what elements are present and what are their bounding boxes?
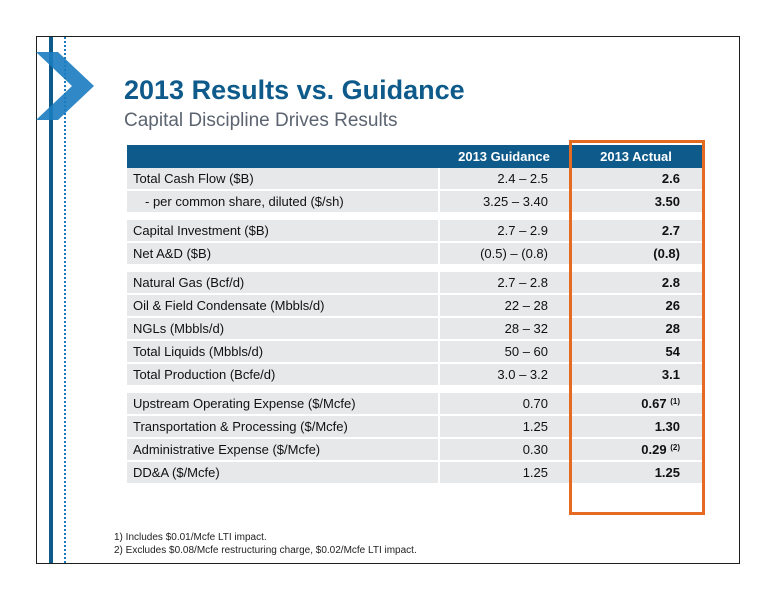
dotted-accent-line xyxy=(64,37,66,563)
actual-cell: 1.30 xyxy=(570,416,702,439)
guidance-value: 2.4 – 2.5 xyxy=(438,168,570,191)
left-accent-bar xyxy=(49,37,53,563)
guidance-value: 1.25 xyxy=(438,416,570,439)
actual-value: 0.67 xyxy=(641,396,667,411)
guidance-value: (0.5) – (0.8) xyxy=(438,243,570,266)
actual-cell: 2.8 xyxy=(570,272,702,295)
footnote-ref: (2) xyxy=(670,443,680,452)
header-actual: 2013 Actual xyxy=(570,145,702,168)
actual-value: 3.50 xyxy=(654,194,680,209)
table-header-row: 2013 Guidance 2013 Actual xyxy=(127,145,702,168)
results-table: 2013 Guidance 2013 Actual Total Cash Flo… xyxy=(127,145,702,485)
header-guidance: 2013 Guidance xyxy=(438,145,570,168)
metric-label: Transportation & Processing ($/Mcfe) xyxy=(127,416,438,439)
actual-cell: 3.50 xyxy=(570,191,702,214)
metric-label: - per common share, diluted ($/sh) xyxy=(127,191,438,214)
table-row: Oil & Field Condensate (Mbbls/d) 22 – 28 2… xyxy=(127,295,702,318)
table-row: Natural Gas (Bcf/d) 2.7 – 2.8 2.8 xyxy=(127,272,702,295)
table-row: Total Liquids (Mbbls/d) 50 – 60 54 xyxy=(127,341,702,364)
actual-value: 54 xyxy=(665,344,680,359)
metric-label: DD&A ($/Mcfe) xyxy=(127,462,438,485)
table-row: Total Cash Flow ($B) 2.4 – 2.5 2.6 xyxy=(127,168,702,191)
footnote-2: 2) Excludes $0.08/Mcfe restructuring cha… xyxy=(114,545,417,556)
actual-cell: 54 xyxy=(570,341,702,364)
actual-value: 0.29 xyxy=(641,442,667,457)
group-spacer xyxy=(127,266,702,272)
spacer-cell xyxy=(127,214,702,220)
metric-label: Upstream Operating Expense ($/Mcfe) xyxy=(127,393,438,416)
actual-value: 1.25 xyxy=(654,465,680,480)
metric-label: NGLs (Mbbls/d) xyxy=(127,318,438,341)
actual-value: 1.30 xyxy=(654,419,680,434)
guidance-value: 3.0 – 3.2 xyxy=(438,364,570,387)
guidance-value: 1.25 xyxy=(438,462,570,485)
actual-value: 2.8 xyxy=(661,275,680,290)
page-subtitle: Capital Discipline Drives Results xyxy=(124,110,398,131)
table-row: Administrative Expense ($/Mcfe) 0.30 0.29 … xyxy=(127,439,702,462)
table-row: Net A&D ($B) (0.5) – (0.8) (0.8) xyxy=(127,243,702,266)
group-spacer xyxy=(127,387,702,393)
guidance-value: 50 – 60 xyxy=(438,341,570,364)
spacer-cell xyxy=(127,387,702,393)
metric-label: Net A&D ($B) xyxy=(127,243,438,266)
page-title: 2013 Results vs. Guidance xyxy=(124,75,465,105)
actual-cell: 0.29 (2) xyxy=(570,439,702,462)
actual-column-highlight xyxy=(569,140,705,515)
table-row: NGLs (Mbbls/d) 28 – 32 28 xyxy=(127,318,702,341)
metric-label: Total Liquids (Mbbls/d) xyxy=(127,341,438,364)
metric-label: Total Cash Flow ($B) xyxy=(127,168,438,191)
group-spacer xyxy=(127,214,702,220)
footnote-ref: (1) xyxy=(670,397,680,406)
header-metric xyxy=(127,145,438,168)
actual-value: 3.1 xyxy=(661,367,680,382)
actual-value: 26 xyxy=(665,298,680,313)
metric-label: Natural Gas (Bcf/d) xyxy=(127,272,438,295)
slide-frame xyxy=(36,36,740,564)
guidance-value: 0.30 xyxy=(438,439,570,462)
table-row: Upstream Operating Expense ($/Mcfe) 0.70 0… xyxy=(127,393,702,416)
actual-cell: 0.67 (1) xyxy=(570,393,702,416)
actual-cell: 2.7 xyxy=(570,220,702,243)
guidance-value: 22 – 28 xyxy=(438,295,570,318)
metric-label: Administrative Expense ($/Mcfe) xyxy=(127,439,438,462)
actual-cell: 1.25 xyxy=(570,462,702,485)
footnote-1: 1) Includes $0.01/Mcfe LTI impact. xyxy=(114,532,267,543)
actual-value: 2.7 xyxy=(661,223,680,238)
footnotes: 1) Includes $0.01/Mcfe LTI impact. 2) Ex… xyxy=(114,531,417,557)
actual-value: (0.8) xyxy=(653,246,680,261)
actual-cell: 3.1 xyxy=(570,364,702,387)
guidance-value: 0.70 xyxy=(438,393,570,416)
guidance-value: 2.7 – 2.8 xyxy=(438,272,570,295)
guidance-value: 2.7 – 2.9 xyxy=(438,220,570,243)
table-row: DD&A ($/Mcfe) 1.25 1.25 xyxy=(127,462,702,485)
metric-label: Capital Investment ($B) xyxy=(127,220,438,243)
guidance-value: 3.25 – 3.40 xyxy=(438,191,570,214)
actual-value: 28 xyxy=(665,321,680,336)
metric-label: Oil & Field Condensate (Mbbls/d) xyxy=(127,295,438,318)
table-row: - per common share, diluted ($/sh) 3.25 –… xyxy=(127,191,702,214)
table-row: Transportation & Processing ($/Mcfe) 1.25… xyxy=(127,416,702,439)
table-row: Total Production (Bcfe/d) 3.0 – 3.2 3.1 xyxy=(127,364,702,387)
guidance-value: 28 – 32 xyxy=(438,318,570,341)
chevron-logo-icon xyxy=(36,52,94,120)
table-row: Capital Investment ($B) 2.7 – 2.9 2.7 xyxy=(127,220,702,243)
spacer-cell xyxy=(127,266,702,272)
metric-label: Total Production (Bcfe/d) xyxy=(127,364,438,387)
actual-value: 2.6 xyxy=(661,171,680,186)
